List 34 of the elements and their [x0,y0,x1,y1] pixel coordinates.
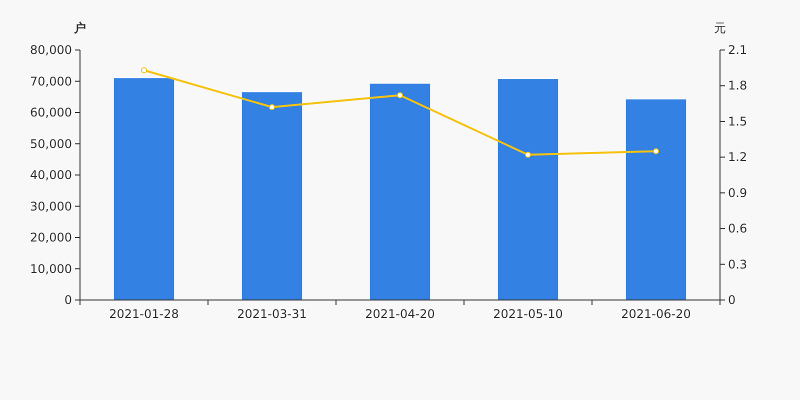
y-tick-label: 10,000 [30,262,72,276]
y2-tick-label: 1.8 [728,78,748,93]
point [525,152,531,158]
y2-tick-label: 1.2 [728,150,748,164]
y-tick-label: 60,000 [30,106,72,120]
y-tick-label: 30,000 [30,199,72,214]
bar [498,79,558,300]
y2-tick-label: 2.1 [728,43,748,57]
y2-tick-label: 0.9 [728,186,748,200]
y2-tick-label: 1.5 [728,114,748,128]
bar [626,99,686,300]
x-tick-label: 2021-05-10 [493,307,563,321]
y2-tick-label: 0.3 [728,257,748,272]
y-tick-label: 20,000 [30,230,72,244]
y2-axis-title: 元 [714,21,726,35]
y-tick-label: 70,000 [30,74,72,88]
y2-tick-label: 0.6 [728,222,748,236]
x-tick-label: 2021-03-31 [237,307,307,321]
y-tick-label: 80,000 [30,43,72,57]
y-tick-label: 40,000 [30,168,72,182]
point [653,148,659,154]
bar [114,78,174,300]
y-tick-label: 50,000 [30,136,72,151]
bar [242,92,302,300]
y2-tick-label: 0 [728,293,736,307]
bar [370,84,430,300]
x-tick-label: 2021-01-28 [109,307,179,321]
point [141,67,147,74]
x-tick-label: 2021-04-20 [365,307,435,321]
point [397,92,403,98]
x-tick-label: 2021-06-20 [621,307,691,321]
point [269,104,275,110]
y-tick-label: 0 [64,293,72,307]
y-axis-title: 户 [73,21,86,35]
